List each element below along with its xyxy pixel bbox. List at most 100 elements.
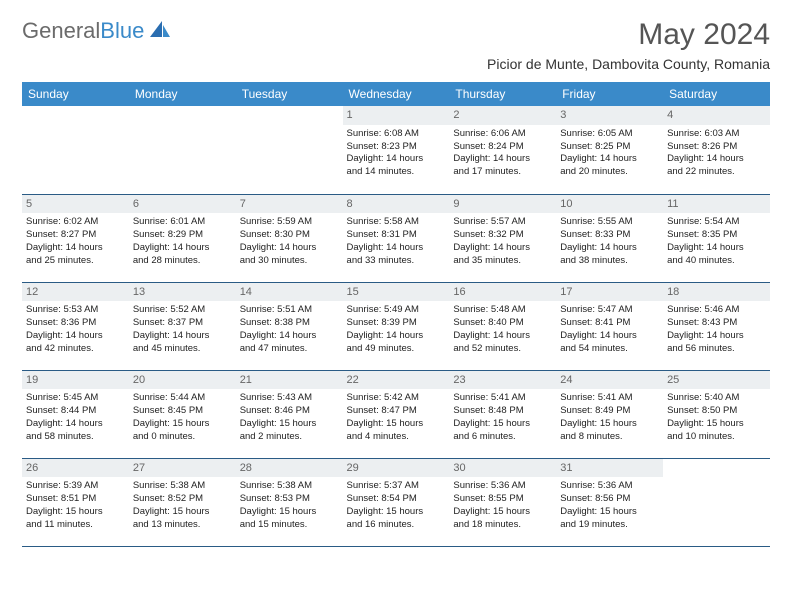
day-number: 3 [556, 106, 663, 125]
day-detail-line: Daylight: 15 hours [560, 506, 659, 519]
day-detail-line: Sunrise: 5:40 AM [667, 392, 766, 405]
day-detail-line: Daylight: 14 hours [453, 242, 552, 255]
day-detail-line: Sunrise: 5:53 AM [26, 304, 125, 317]
day-detail-line: Daylight: 14 hours [26, 330, 125, 343]
day-detail-line: and 45 minutes. [133, 343, 232, 356]
day-number: 1 [343, 106, 450, 125]
day-detail-line: Sunset: 8:36 PM [26, 317, 125, 330]
day-detail-line: and 47 minutes. [240, 343, 339, 356]
day-detail-line: and 54 minutes. [560, 343, 659, 356]
day-detail-line: Sunset: 8:44 PM [26, 405, 125, 418]
day-detail-line: Sunrise: 5:37 AM [347, 480, 446, 493]
day-details: Sunrise: 5:36 AMSunset: 8:56 PMDaylight:… [560, 480, 659, 531]
day-detail-line: Sunset: 8:53 PM [240, 493, 339, 506]
calendar-day-cell [236, 106, 343, 194]
calendar-table: SundayMondayTuesdayWednesdayThursdayFrid… [22, 82, 770, 547]
day-number: 12 [22, 283, 129, 302]
day-detail-line: Sunset: 8:50 PM [667, 405, 766, 418]
day-details: Sunrise: 5:54 AMSunset: 8:35 PMDaylight:… [667, 216, 766, 267]
day-detail-line: Daylight: 14 hours [347, 242, 446, 255]
day-detail-line: Sunset: 8:51 PM [26, 493, 125, 506]
calendar-day-cell: 11 Sunrise: 5:54 AMSunset: 8:35 PMDayligh… [663, 194, 770, 282]
day-details: Sunrise: 5:48 AMSunset: 8:40 PMDaylight:… [453, 304, 552, 355]
day-detail-line: and 42 minutes. [26, 343, 125, 356]
day-number: 16 [449, 283, 556, 302]
day-detail-line: Sunrise: 5:55 AM [560, 216, 659, 229]
day-detail-line: and 16 minutes. [347, 519, 446, 532]
day-detail-line: Daylight: 15 hours [133, 418, 232, 431]
day-details: Sunrise: 5:38 AMSunset: 8:53 PMDaylight:… [240, 480, 339, 531]
day-number: 20 [129, 371, 236, 390]
calendar-day-cell: 2 Sunrise: 6:06 AMSunset: 8:24 PMDaylight… [449, 106, 556, 194]
day-detail-line: Sunrise: 5:43 AM [240, 392, 339, 405]
day-detail-line: and 56 minutes. [667, 343, 766, 356]
calendar-day-cell: 7Sunrise: 5:59 AMSunset: 8:30 PMDaylight… [236, 194, 343, 282]
calendar-day-cell: 24Sunrise: 5:41 AMSunset: 8:49 PMDayligh… [556, 370, 663, 458]
day-detail-line: Sunrise: 5:36 AM [560, 480, 659, 493]
day-detail-line: Sunrise: 5:54 AM [667, 216, 766, 229]
day-details: Sunrise: 5:47 AMSunset: 8:41 PMDaylight:… [560, 304, 659, 355]
day-detail-line: Daylight: 14 hours [667, 242, 766, 255]
day-number: 9 [449, 195, 556, 214]
day-detail-line: Sunset: 8:41 PM [560, 317, 659, 330]
day-detail-line: and 8 minutes. [560, 431, 659, 444]
calendar-week-row: 19Sunrise: 5:45 AMSunset: 8:44 PMDayligh… [22, 370, 770, 458]
day-detail-line: Sunrise: 5:46 AM [667, 304, 766, 317]
day-detail-line: and 25 minutes. [26, 255, 125, 268]
day-details: Sunrise: 6:06 AMSunset: 8:24 PMDaylight:… [453, 128, 552, 179]
logo-sail-icon [148, 19, 172, 44]
day-detail-line: Sunrise: 5:59 AM [240, 216, 339, 229]
weekday-header: Saturday [663, 82, 770, 106]
day-detail-line: Daylight: 14 hours [133, 330, 232, 343]
calendar-week-row: 5Sunrise: 6:02 AMSunset: 8:27 PMDaylight… [22, 194, 770, 282]
day-number: 5 [22, 195, 129, 214]
day-detail-line: and 11 minutes. [26, 519, 125, 532]
day-detail-line: Sunrise: 5:47 AM [560, 304, 659, 317]
day-number: 14 [236, 283, 343, 302]
calendar-body: 1Sunrise: 6:08 AMSunset: 8:23 PMDaylight… [22, 106, 770, 546]
location-text: Picior de Munte, Dambovita County, Roman… [487, 56, 770, 72]
calendar-day-cell: 16 Sunrise: 5:48 AMSunset: 8:40 PMDayligh… [449, 282, 556, 370]
day-detail-line: Sunrise: 5:36 AM [453, 480, 552, 493]
day-details: Sunrise: 6:03 AMSunset: 8:26 PMDaylight:… [667, 128, 766, 179]
day-details: Sunrise: 5:39 AMSunset: 8:51 PMDaylight:… [26, 480, 125, 531]
day-number: 26 [22, 459, 129, 478]
calendar-day-cell: 9Sunrise: 5:57 AMSunset: 8:32 PMDaylight… [449, 194, 556, 282]
calendar-week-row: 1Sunrise: 6:08 AMSunset: 8:23 PMDaylight… [22, 106, 770, 194]
day-number: 2 [449, 106, 556, 125]
day-detail-line: and 38 minutes. [560, 255, 659, 268]
day-detail-line: Sunset: 8:46 PM [240, 405, 339, 418]
day-detail-line: Daylight: 15 hours [240, 506, 339, 519]
weekday-header: Sunday [22, 82, 129, 106]
weekday-header: Tuesday [236, 82, 343, 106]
day-detail-line: and 40 minutes. [667, 255, 766, 268]
calendar-day-cell: 26 Sunrise: 5:39 AMSunset: 8:51 PMDayligh… [22, 458, 129, 546]
day-details: Sunrise: 5:58 AMSunset: 8:31 PMDaylight:… [347, 216, 446, 267]
day-details: Sunrise: 5:42 AMSunset: 8:47 PMDaylight:… [347, 392, 446, 443]
logo-text-general: General [22, 18, 100, 43]
day-details: Sunrise: 5:41 AMSunset: 8:48 PMDaylight:… [453, 392, 552, 443]
day-detail-line: Daylight: 14 hours [560, 330, 659, 343]
day-detail-line: and 22 minutes. [667, 166, 766, 179]
day-detail-line: Sunrise: 6:05 AM [560, 128, 659, 141]
calendar-day-cell: 28Sunrise: 5:38 AMSunset: 8:53 PMDayligh… [236, 458, 343, 546]
day-detail-line: Daylight: 15 hours [240, 418, 339, 431]
calendar-day-cell: 20Sunrise: 5:44 AMSunset: 8:45 PMDayligh… [129, 370, 236, 458]
day-detail-line: Sunset: 8:38 PM [240, 317, 339, 330]
day-detail-line: Sunrise: 5:57 AM [453, 216, 552, 229]
day-detail-line: Daylight: 15 hours [667, 418, 766, 431]
day-detail-line: and 2 minutes. [240, 431, 339, 444]
calendar-day-cell: 21Sunrise: 5:43 AMSunset: 8:46 PMDayligh… [236, 370, 343, 458]
day-detail-line: Sunset: 8:40 PM [453, 317, 552, 330]
day-detail-line: Sunset: 8:24 PM [453, 141, 552, 154]
day-number: 11 [663, 195, 770, 214]
day-detail-line: Daylight: 15 hours [26, 506, 125, 519]
day-detail-line: and 33 minutes. [347, 255, 446, 268]
day-detail-line: Sunset: 8:29 PM [133, 229, 232, 242]
day-detail-line: and 17 minutes. [453, 166, 552, 179]
day-detail-line: and 14 minutes. [347, 166, 446, 179]
day-detail-line: Daylight: 14 hours [453, 153, 552, 166]
day-details: Sunrise: 5:59 AMSunset: 8:30 PMDaylight:… [240, 216, 339, 267]
logo: GeneralBlue [22, 18, 172, 44]
day-details: Sunrise: 5:43 AMSunset: 8:46 PMDaylight:… [240, 392, 339, 443]
